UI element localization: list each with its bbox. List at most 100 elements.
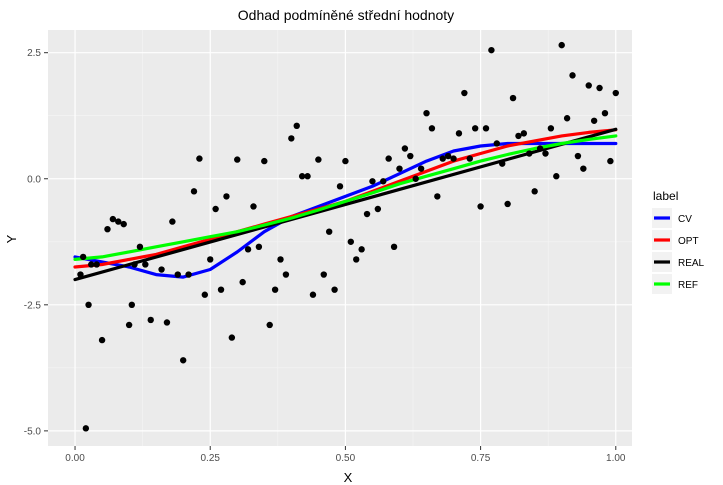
- data-point: [207, 256, 214, 263]
- data-point: [125, 321, 133, 329]
- data-point: [293, 122, 300, 130]
- points-layer: [77, 41, 619, 432]
- data-point: [234, 156, 241, 163]
- y-tick-label: 2.5: [27, 48, 41, 59]
- plot-panel: [48, 30, 632, 446]
- data-point: [439, 155, 446, 162]
- data-point: [542, 150, 549, 157]
- chart-title: Odhad podmíněné střední hodnoty: [238, 7, 454, 23]
- data-point: [201, 291, 209, 298]
- data-point: [607, 157, 614, 165]
- data-point: [228, 334, 236, 341]
- data-point: [417, 165, 425, 172]
- data-point: [515, 132, 522, 140]
- data-point: [82, 425, 90, 432]
- x-tick-label: 0.75: [471, 453, 491, 464]
- data-point: [98, 336, 106, 344]
- x-tick-label: 0.00: [65, 453, 85, 464]
- grid: [48, 30, 632, 446]
- data-point: [347, 238, 355, 245]
- data-point: [580, 165, 587, 172]
- data-point: [109, 215, 117, 223]
- data-point: [385, 155, 392, 162]
- x-tick-label: 0.50: [336, 453, 356, 464]
- data-point: [374, 205, 382, 213]
- data-point: [79, 253, 87, 261]
- x-axis: 0.00 0.25 0.50 0.75 1.00: [65, 446, 626, 464]
- data-point: [526, 150, 533, 157]
- data-point: [325, 228, 333, 235]
- data-point: [85, 301, 92, 309]
- data-point: [271, 286, 279, 293]
- legend-title: label: [653, 189, 678, 203]
- data-point: [596, 84, 603, 92]
- y-axis-title: Y: [4, 234, 19, 243]
- legend-label-real: REAL: [678, 258, 705, 269]
- data-point: [612, 89, 619, 97]
- data-point: [428, 125, 436, 132]
- data-point: [282, 271, 290, 278]
- data-point: [342, 157, 349, 165]
- data-point: [590, 117, 598, 124]
- y-tick-label: -2.5: [24, 300, 42, 311]
- data-point: [255, 243, 263, 251]
- data-point: [147, 316, 154, 324]
- data-point: [250, 203, 257, 210]
- data-point: [315, 156, 322, 163]
- data-point: [298, 173, 306, 180]
- data-point: [536, 145, 544, 152]
- x-axis-title: X: [344, 470, 353, 485]
- data-point: [504, 200, 511, 208]
- data-point: [493, 140, 501, 147]
- legend-label-cv: CV: [678, 214, 692, 225]
- series-layer: [73, 127, 618, 282]
- data-point: [499, 160, 506, 167]
- data-point: [217, 286, 225, 293]
- series-line-ref: [73, 134, 618, 261]
- y-axis: -5.0 -2.5 0.0 2.5: [24, 48, 48, 437]
- data-point: [601, 110, 609, 117]
- data-point: [93, 261, 100, 268]
- data-point: [142, 261, 149, 268]
- data-point: [390, 243, 398, 251]
- data-point: [179, 357, 187, 364]
- data-point: [266, 321, 273, 329]
- y-tick-label: -5.0: [24, 426, 42, 437]
- data-point: [223, 193, 230, 200]
- data-point: [412, 175, 419, 182]
- data-point: [190, 188, 198, 195]
- data-point: [88, 261, 95, 268]
- data-point: [158, 266, 165, 273]
- data-point: [196, 155, 203, 162]
- legend-label-ref: REF: [678, 280, 698, 291]
- data-point: [131, 261, 138, 268]
- x-tick-label: 0.25: [200, 453, 220, 464]
- data-point: [212, 205, 219, 213]
- data-point: [488, 46, 495, 54]
- data-point: [574, 152, 582, 160]
- data-point: [471, 125, 479, 132]
- data-point: [77, 271, 84, 278]
- data-point: [358, 246, 365, 253]
- data-point: [396, 165, 403, 172]
- data-point: [434, 193, 441, 200]
- data-point: [277, 256, 284, 263]
- data-point: [455, 130, 463, 137]
- data-point: [547, 125, 555, 132]
- data-point: [569, 72, 576, 79]
- data-point: [331, 286, 338, 293]
- x-tick-label: 1.00: [606, 453, 626, 464]
- data-point: [520, 130, 528, 137]
- data-point: [185, 271, 192, 278]
- data-point: [558, 41, 565, 49]
- series-line-real: [73, 127, 618, 282]
- data-point: [461, 89, 468, 97]
- data-point: [363, 210, 371, 218]
- data-point: [477, 203, 484, 210]
- data-point: [115, 218, 122, 225]
- data-point: [509, 94, 517, 102]
- data-point: [261, 157, 268, 165]
- legend: label CV OPT REAL REF: [652, 189, 705, 294]
- data-point: [380, 178, 387, 185]
